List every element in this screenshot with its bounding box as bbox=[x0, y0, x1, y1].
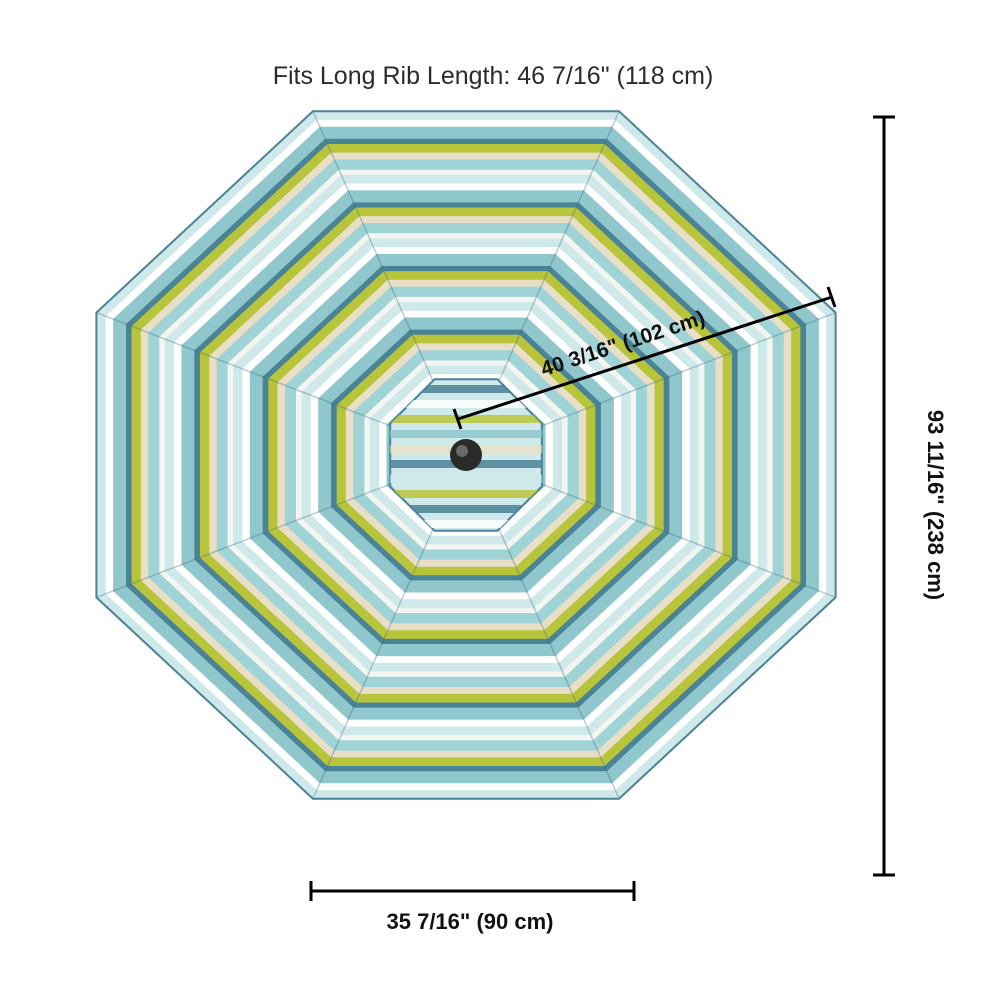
canopy-stripes bbox=[96, 111, 836, 799]
hub bbox=[450, 439, 482, 471]
diagonal-dimension-line bbox=[457, 295, 833, 421]
crown-vent-stripe bbox=[390, 400, 542, 408]
diagonal-dimension-tick-end bbox=[826, 286, 837, 308]
crown-vent-stripe bbox=[390, 490, 542, 498]
crown-vent-stripe bbox=[390, 475, 542, 483]
crown-vent-stripe bbox=[390, 385, 542, 393]
crown-vent-stripe bbox=[390, 505, 542, 513]
diagonal-dimension-tick-start bbox=[452, 408, 463, 430]
crown-vent-stripe bbox=[390, 430, 542, 438]
diagram-title: Fits Long Rib Length: 46 7/16" (118 cm) bbox=[272, 62, 714, 90]
bottom-dimension: 35 7/16" (90 cm) bbox=[309, 881, 636, 934]
height-dimension-label: 93 11/16" (238 cm) bbox=[923, 410, 948, 600]
crown-vent-stripe bbox=[390, 415, 542, 423]
canopy bbox=[95, 110, 837, 800]
bottom-dimension-label: 35 7/16" (90 cm) bbox=[387, 909, 554, 934]
hub-highlight bbox=[456, 445, 468, 457]
canopy-edge bbox=[95, 110, 837, 800]
height-dimension: 93 11/16" (238 cm) bbox=[873, 115, 948, 877]
crown-vent-stripe bbox=[390, 520, 542, 528]
